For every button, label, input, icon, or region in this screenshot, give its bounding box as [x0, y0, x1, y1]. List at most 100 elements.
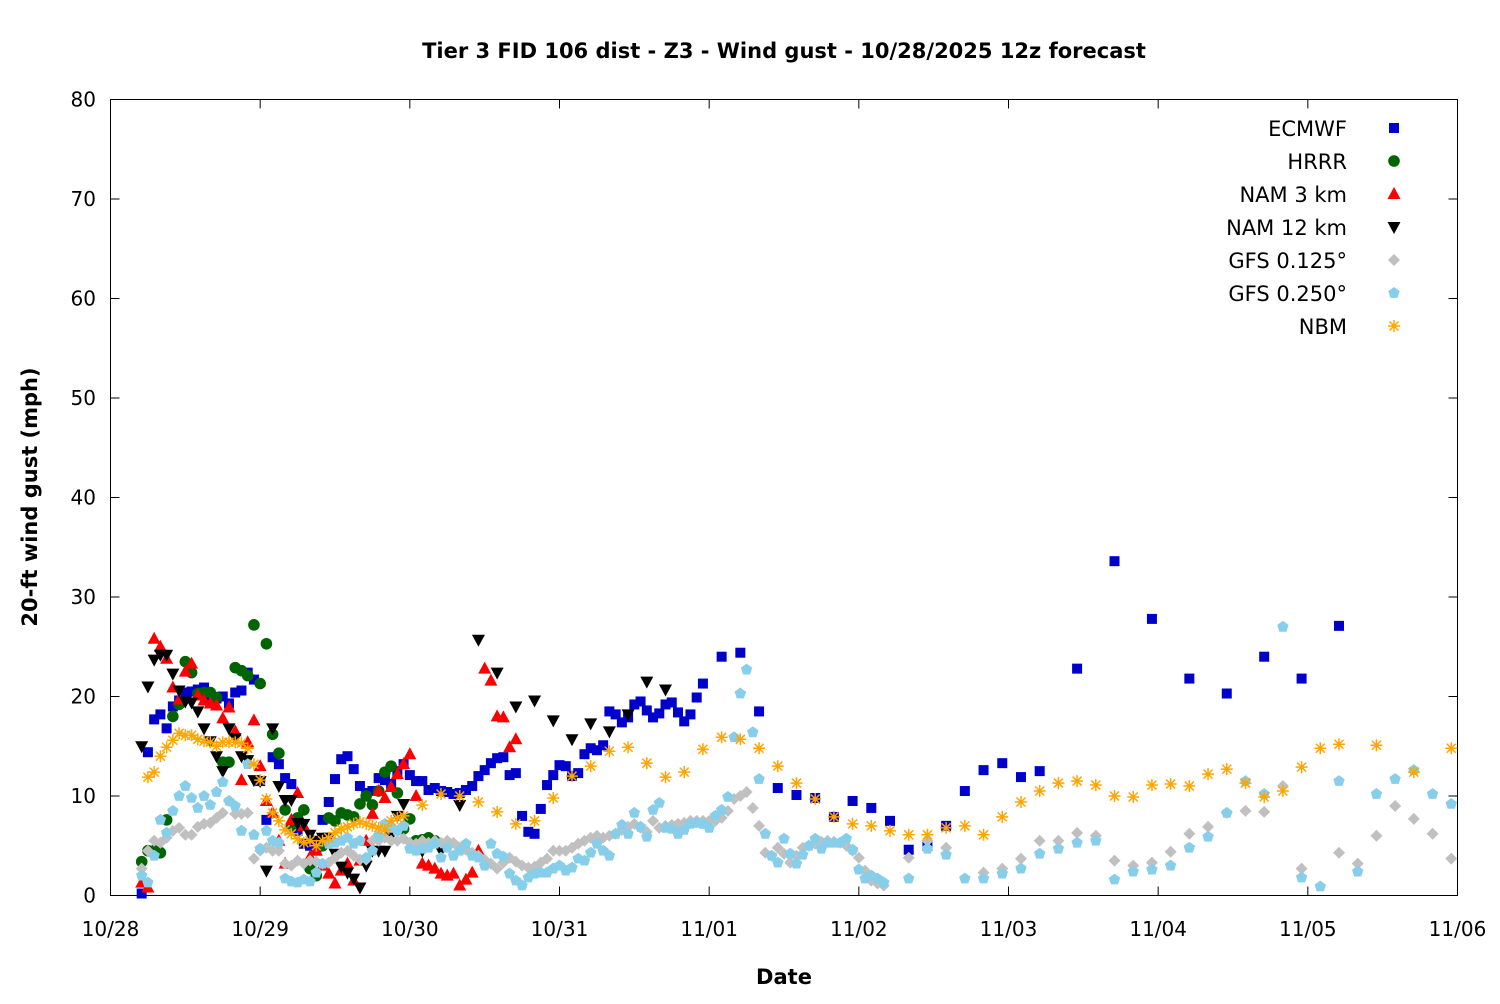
- data-point: [884, 824, 897, 837]
- data-point: [254, 842, 266, 854]
- data-point: [471, 634, 485, 647]
- data-point: [902, 851, 915, 864]
- y-tick-label: 80: [71, 88, 96, 112]
- data-point: [284, 794, 298, 807]
- data-point: [565, 770, 578, 783]
- data-point: [373, 773, 384, 784]
- data-point: [229, 800, 241, 811]
- data-point: [198, 735, 211, 748]
- data-point: [310, 839, 323, 852]
- legend-entry: NBM: [1299, 315, 1400, 339]
- data-point: [260, 637, 273, 650]
- data-point: [579, 749, 590, 760]
- data-point: [885, 815, 896, 826]
- data-point: [323, 796, 334, 807]
- data-point: [222, 723, 236, 736]
- y-axis-label: 20-ft wind gust (mph): [18, 367, 42, 626]
- y-tick-label: 70: [71, 187, 96, 211]
- data-point: [222, 700, 236, 713]
- data-point: [1108, 854, 1121, 867]
- data-point: [342, 751, 353, 762]
- data-point: [416, 798, 429, 811]
- legend-entry: ECMWF: [1268, 117, 1399, 141]
- data-point: [603, 849, 616, 861]
- data-point: [790, 777, 803, 790]
- data-point: [135, 862, 148, 875]
- data-point: [1015, 862, 1027, 874]
- data-point: [778, 832, 790, 844]
- data-point: [142, 876, 154, 888]
- data-point: [272, 844, 285, 857]
- data-point: [403, 747, 417, 760]
- x-tick-label: 10/31: [531, 917, 589, 941]
- data-point: [186, 686, 197, 697]
- data-point: [204, 799, 216, 810]
- data-point: [1276, 785, 1289, 798]
- data-point: [771, 760, 784, 773]
- data-point: [404, 770, 415, 781]
- data-point: [479, 765, 490, 776]
- data-point: [1259, 651, 1270, 662]
- data-point: [385, 834, 398, 847]
- data-point: [641, 830, 653, 842]
- data-point: [1426, 827, 1439, 840]
- data-point: [322, 831, 335, 844]
- data-point: [1314, 880, 1326, 892]
- data-point: [1033, 785, 1046, 798]
- data-point: [446, 866, 460, 879]
- data-point: [940, 848, 952, 860]
- axis-ticks: 10/28 10/29 10/30 10/31 11/01 11/02 11/03 11/04…: [71, 88, 1487, 942]
- data-point: [359, 860, 373, 873]
- data-point: [347, 873, 361, 886]
- data-point: [1221, 688, 1232, 699]
- data-point: [510, 768, 521, 779]
- data-point: [360, 817, 373, 830]
- data-point: [316, 857, 329, 869]
- data-point: [435, 788, 448, 801]
- data-point: [1202, 830, 1214, 842]
- data-point: [691, 692, 702, 703]
- data-point: [260, 792, 273, 805]
- data-point: [666, 697, 677, 708]
- data-point: [1445, 798, 1457, 809]
- data-point: [353, 815, 366, 828]
- data-point: [379, 775, 390, 786]
- data-point: [217, 691, 228, 702]
- data-point: [759, 827, 771, 839]
- data-point: [585, 846, 597, 858]
- data-point: [185, 697, 199, 710]
- legend-label: ECMWF: [1268, 117, 1347, 141]
- data-point: [1239, 804, 1252, 817]
- data-point: [485, 837, 497, 849]
- data-point: [248, 828, 260, 840]
- x-tick-label: 10/28: [82, 917, 140, 941]
- data-point: [161, 723, 172, 734]
- data-point: [554, 760, 565, 771]
- data-point: [609, 827, 622, 839]
- data-point: [166, 734, 179, 747]
- data-point: [210, 698, 224, 711]
- data-point: [453, 790, 466, 802]
- data-point: [234, 751, 248, 764]
- y-tick-label: 20: [71, 685, 96, 709]
- data-point: [135, 741, 149, 754]
- data-point: [517, 810, 528, 821]
- data-point: [166, 668, 180, 681]
- data-point: [753, 742, 766, 755]
- data-point: [272, 781, 286, 794]
- data-point: [648, 712, 659, 723]
- data-point: [959, 872, 971, 884]
- data-point: [977, 872, 990, 884]
- legend-label: NBM: [1299, 315, 1347, 339]
- data-point: [1164, 845, 1177, 858]
- data-point: [417, 776, 428, 787]
- data-point: [1071, 775, 1084, 788]
- data-point: [185, 828, 198, 841]
- data-point: [285, 827, 298, 840]
- data-point: [148, 766, 161, 779]
- y-tick-label: 60: [71, 287, 96, 311]
- data-point: [790, 857, 803, 869]
- data-point: [385, 760, 397, 772]
- data-point: [635, 696, 646, 707]
- data-point: [629, 699, 640, 710]
